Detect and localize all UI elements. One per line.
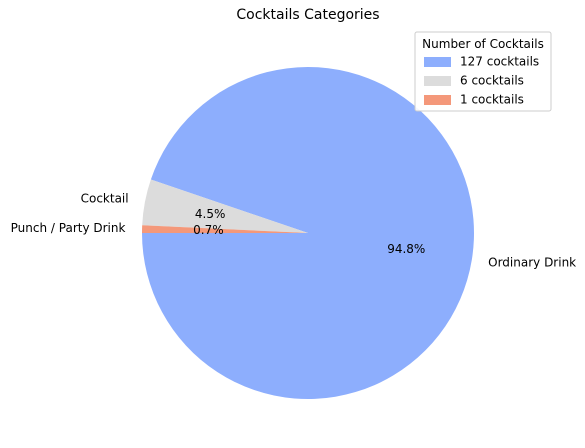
percent-label-punch-party-drink: 0.7%	[193, 223, 224, 237]
percent-label-cocktail: 4.5%	[195, 207, 226, 221]
legend-entry-label: 127 cocktails	[460, 55, 539, 69]
percent-labels: 94.8% 4.5% 0.7%	[193, 207, 425, 256]
pie-slice-cocktail	[142, 179, 308, 233]
pie-slice-ordinary-drink	[142, 67, 475, 400]
category-label-ordinary-drink: Ordinary Drink	[488, 255, 576, 269]
category-label-cocktail: Cocktail	[81, 191, 129, 205]
legend-entry-label: 1 cocktails	[460, 93, 524, 107]
legend-entry-label: 6 cocktails	[460, 74, 524, 88]
legend-frame	[414, 31, 552, 112]
legend: Number of Cocktails 127 cocktails 6 cockt…	[414, 31, 552, 112]
legend-swatch-punch-party-drink	[424, 95, 451, 105]
legend-swatch-cocktail	[424, 76, 451, 86]
legend-title: Number of Cocktails	[422, 37, 544, 51]
category-label-punch-party-drink: Punch / Party Drink	[11, 221, 126, 235]
chart-title: Cocktails Categories	[236, 7, 379, 23]
category-labels: Ordinary Drink Cocktail Punch / Party Drin…	[11, 191, 577, 269]
pie-slices	[142, 67, 475, 400]
legend-entries: 127 cocktails 6 cocktails 1 cocktails	[424, 55, 539, 107]
percent-label-ordinary-drink: 94.8%	[387, 242, 425, 256]
pie-slice-punch-party-drink	[142, 225, 308, 233]
legend-swatch-ordinary-drink	[424, 57, 451, 67]
